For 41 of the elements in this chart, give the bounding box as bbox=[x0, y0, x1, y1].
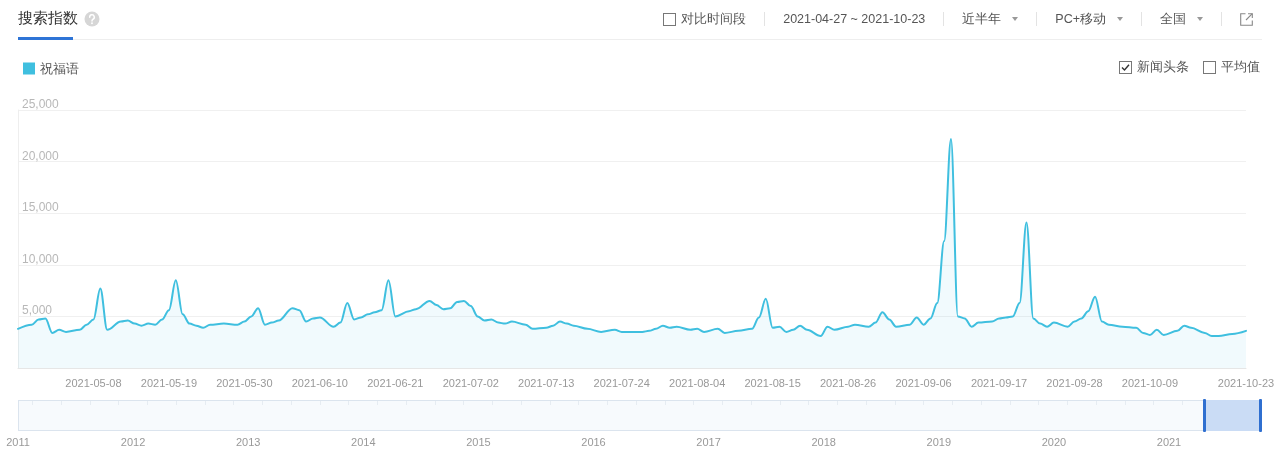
text: 2015 bbox=[466, 436, 491, 448]
text: 对比时间段 bbox=[681, 10, 747, 28]
x-tick-label: 2021-10-09 bbox=[1121, 376, 1179, 389]
text: 2019 bbox=[926, 436, 952, 448]
x-tick-label: 2021-09-06 bbox=[895, 376, 952, 389]
text: 2020 bbox=[1041, 436, 1067, 448]
x-tick-label: 2021-07-13 bbox=[518, 376, 575, 389]
x-tick-label: 2021-05-30 bbox=[216, 376, 273, 389]
text: 2013 bbox=[235, 436, 261, 448]
chart-title: 搜索指数 bbox=[18, 9, 78, 28]
x-tick-label: 2021-07-02 bbox=[442, 376, 499, 389]
x-tick-label: 2021-09-17 bbox=[970, 376, 1028, 389]
x-tick-label: 2021-06-21 bbox=[367, 376, 424, 389]
text: 2021 bbox=[1156, 436, 1182, 448]
text: 全国 bbox=[1160, 10, 1186, 28]
x-tick-label: 2021-08-04 bbox=[669, 376, 726, 389]
text: 近半年 bbox=[962, 10, 1002, 28]
x-tick-label: 2021-05-08 bbox=[65, 376, 122, 389]
x-tick-label: 2021-08-15 bbox=[744, 376, 801, 389]
text: 2016 bbox=[581, 436, 606, 448]
y-tick-label: 25,000 bbox=[22, 97, 60, 111]
x-tick-label: 2021-10-23 bbox=[1217, 376, 1275, 389]
text: 2011 bbox=[6, 436, 30, 448]
legend-label: 祝福语 bbox=[40, 61, 79, 76]
y-tick-label: 10,000 bbox=[22, 251, 60, 266]
x-tick-label: 2021-09-28 bbox=[1046, 376, 1103, 389]
x-tick-label: 2021-06-10 bbox=[291, 376, 348, 389]
y-tick-label: 15,000 bbox=[22, 200, 60, 215]
x-tick-label: 2021-05-19 bbox=[140, 376, 198, 389]
x-tick-label: 2021-07-24 bbox=[593, 376, 650, 389]
text: PC+移动 bbox=[1055, 10, 1106, 28]
x-tick-label: 2021-08-26 bbox=[819, 376, 877, 389]
text: 新闻头条 bbox=[1137, 58, 1189, 76]
text: 2012 bbox=[120, 436, 146, 448]
text: 2021-04-27 ~ 2021-10-23 bbox=[783, 12, 926, 26]
text: 2018 bbox=[811, 436, 836, 448]
y-tick-label: 5,000 bbox=[22, 303, 53, 318]
y-tick-label: 20,000 bbox=[22, 148, 60, 163]
text: 2014 bbox=[351, 436, 376, 448]
text: 2017 bbox=[696, 436, 721, 448]
text: 平均值 bbox=[1221, 58, 1260, 76]
